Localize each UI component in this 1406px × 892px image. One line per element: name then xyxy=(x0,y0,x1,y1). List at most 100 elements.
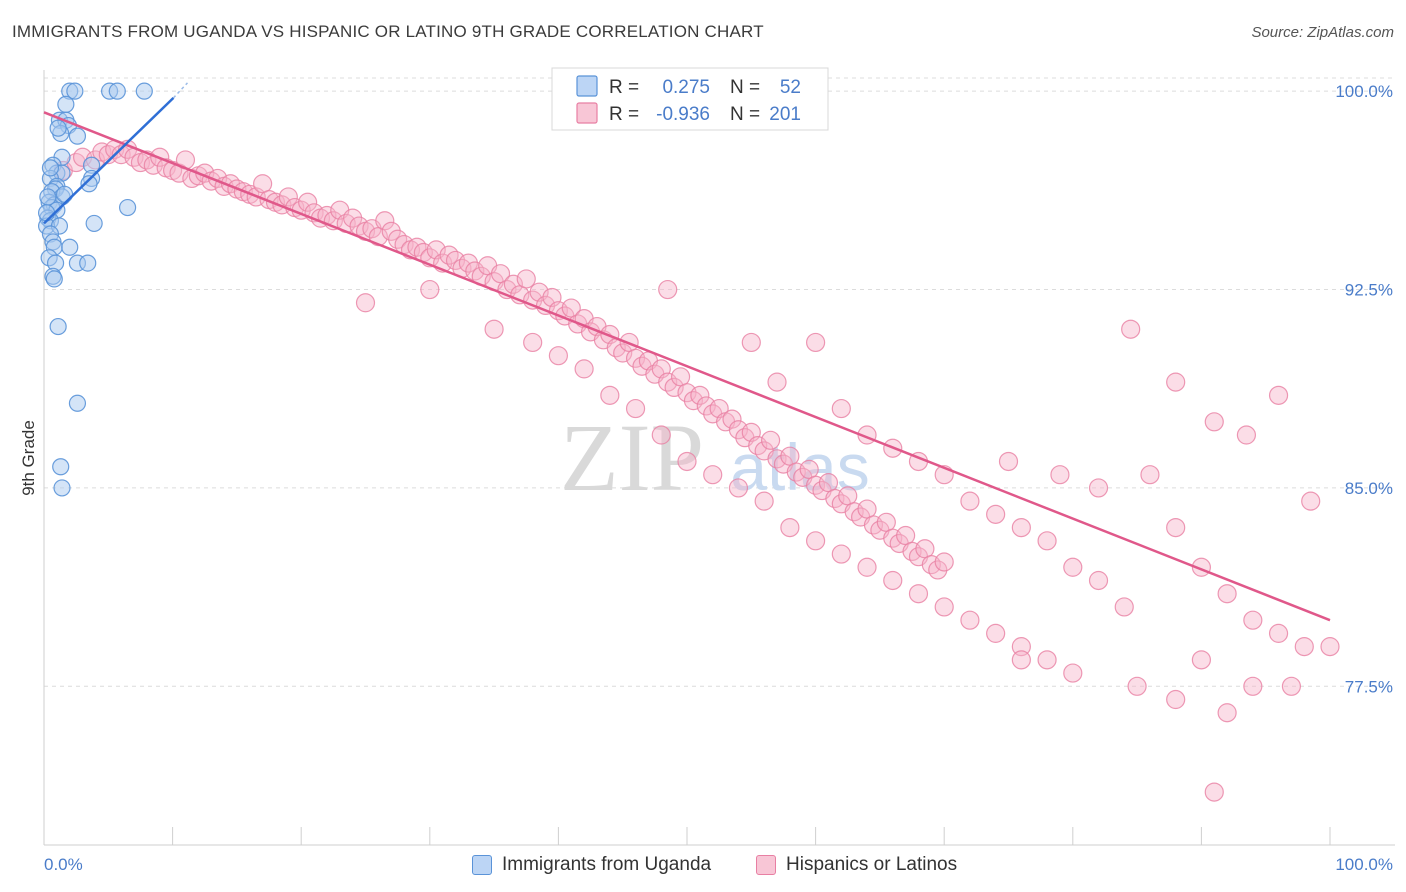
point-hispanics xyxy=(1166,372,1186,392)
point-hispanics xyxy=(883,570,903,591)
trend-line-hispanics xyxy=(43,111,1331,622)
point-uganda xyxy=(66,82,84,100)
point-hispanics xyxy=(1301,491,1321,511)
point-hispanics xyxy=(381,221,401,241)
point-hispanics xyxy=(1217,703,1237,723)
x-tick-label-max: 100.0% xyxy=(1335,855,1393,874)
point-uganda xyxy=(49,119,67,137)
trend-line-uganda xyxy=(43,96,175,225)
point-hispanics xyxy=(1191,650,1212,670)
point-hispanics xyxy=(388,229,408,249)
point-hispanics xyxy=(458,253,478,273)
point-hispanics xyxy=(1166,689,1186,710)
legend-item-hispanics[interactable]: Hispanics or Latinos xyxy=(756,850,957,880)
point-hispanics xyxy=(1011,650,1031,670)
point-hispanics xyxy=(465,261,485,281)
point-uganda xyxy=(37,204,56,222)
point-hispanics xyxy=(960,610,980,630)
point-uganda xyxy=(49,317,67,336)
point-uganda xyxy=(79,254,97,272)
points-uganda xyxy=(37,82,153,497)
point-hispanics xyxy=(677,451,697,472)
chart-title: IMMIGRANTS FROM UGANDA VS HISPANIC OR LA… xyxy=(12,22,764,41)
point-uganda xyxy=(108,82,126,100)
x-tick-label-min: 0.0% xyxy=(44,855,83,874)
point-hispanics xyxy=(1281,676,1302,696)
point-uganda xyxy=(135,82,153,100)
legend-top-n-label: N = xyxy=(730,77,760,98)
legend-top-swatch-blue xyxy=(576,75,598,97)
point-hispanics xyxy=(613,343,633,363)
point-hispanics xyxy=(1243,610,1263,630)
point-hispanics xyxy=(1037,531,1057,551)
point-uganda xyxy=(39,188,57,206)
point-uganda xyxy=(68,394,87,412)
point-hispanics xyxy=(420,279,440,300)
legend-top-n-label: N = xyxy=(730,104,760,125)
point-hispanics xyxy=(1166,517,1186,538)
legend-top-n-value: 201 xyxy=(769,104,801,125)
legend-top-swatch-pink xyxy=(576,102,598,124)
point-hispanics xyxy=(574,359,594,379)
point-hispanics xyxy=(516,269,536,289)
point-hispanics xyxy=(658,279,678,300)
y-axis-label: 9th Grade xyxy=(19,420,38,496)
point-hispanics xyxy=(1204,782,1224,802)
legend-swatch-blue xyxy=(472,855,492,875)
point-hispanics xyxy=(831,398,851,419)
point-hispanics xyxy=(664,377,684,398)
point-hispanics xyxy=(908,584,929,604)
legend-label-uganda: Immigrants from Uganda xyxy=(502,854,712,875)
point-hispanics xyxy=(355,293,376,313)
point-hispanics xyxy=(1140,465,1160,485)
point-hispanics xyxy=(1088,478,1109,498)
trend-layer xyxy=(43,82,1331,622)
watermark-zip: ZIP xyxy=(560,404,704,511)
y-tick-label: 85.0% xyxy=(1345,479,1393,498)
point-hispanics xyxy=(1011,637,1031,657)
point-hispanics xyxy=(1121,319,1141,339)
legend-top-box xyxy=(551,67,829,131)
legend-label-hispanics: Hispanics or Latinos xyxy=(786,854,958,875)
point-hispanics xyxy=(484,319,504,339)
legend-top-r-label: R = xyxy=(609,104,639,125)
point-hispanics xyxy=(1294,637,1314,657)
point-hispanics xyxy=(1268,385,1289,405)
point-uganda xyxy=(52,458,70,476)
point-hispanics xyxy=(831,544,851,564)
point-hispanics xyxy=(298,192,318,212)
point-hispanics xyxy=(1063,557,1083,577)
point-hispanics xyxy=(683,391,704,411)
point-hispanics xyxy=(375,211,395,231)
legend-top-r-label: R = xyxy=(609,77,639,98)
point-hispanics xyxy=(658,372,678,392)
y-tick-label: 100.0% xyxy=(1335,82,1393,101)
point-hispanics xyxy=(780,517,800,538)
point-hispanics xyxy=(600,385,620,405)
point-uganda xyxy=(55,185,74,203)
point-hispanics xyxy=(1236,425,1257,445)
point-hispanics xyxy=(934,597,954,617)
point-uganda xyxy=(57,95,75,113)
point-hispanics xyxy=(343,208,363,228)
legend-top-r-value: 0.275 xyxy=(662,77,710,98)
legend-top-r-value: -0.936 xyxy=(656,104,710,125)
point-hispanics xyxy=(760,430,781,450)
point-hispanics xyxy=(439,245,459,265)
point-uganda xyxy=(80,175,98,193)
point-hispanics xyxy=(998,451,1019,472)
point-hispanics xyxy=(767,372,787,392)
legend-top: R = 0.275 N = 52 R = -0.936 N = 201 xyxy=(551,67,829,131)
point-uganda xyxy=(118,198,137,217)
legend-bottom: Immigrants from Uganda Hispanics or Lati… xyxy=(0,850,1406,880)
point-hispanics xyxy=(722,409,742,429)
point-hispanics xyxy=(1037,650,1057,670)
trend-line-uganda-ext xyxy=(172,82,189,99)
point-hispanics xyxy=(1268,623,1289,643)
point-hispanics xyxy=(986,623,1006,643)
point-hispanics xyxy=(805,332,826,353)
point-hispanics xyxy=(703,465,723,485)
point-hispanics xyxy=(805,531,826,551)
legend-item-uganda[interactable]: Immigrants from Uganda xyxy=(472,850,711,880)
point-hispanics xyxy=(625,398,646,419)
